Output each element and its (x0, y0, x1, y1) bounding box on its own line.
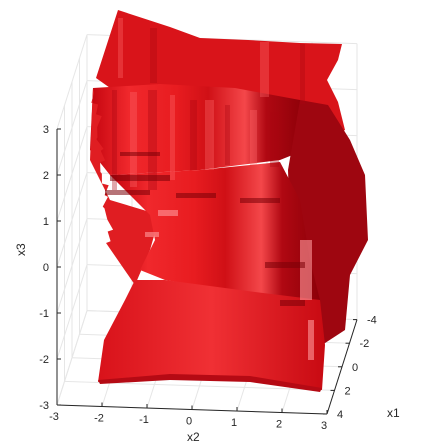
surface-crease (176, 193, 216, 198)
grid-line (56, 218, 88, 314)
x3-axis-label: x3 (14, 243, 28, 256)
surface-highlight (158, 210, 178, 216)
x2-tick-label: -2 (94, 413, 104, 425)
grid-line (56, 126, 88, 222)
surface-facet (300, 44, 305, 104)
x2-tick-label: -1 (139, 414, 149, 426)
surface-crease (110, 175, 170, 181)
x2-tick-label: 1 (231, 417, 237, 429)
grid-line (56, 264, 88, 360)
grid-line (56, 80, 88, 176)
x3-tick-label: -1 (39, 308, 49, 320)
x2-axis-label: x2 (187, 430, 200, 444)
x1-tick-label: -4 (367, 315, 377, 327)
x1-axis-label: x1 (387, 406, 400, 420)
x1-tick-label: 2 (345, 385, 351, 397)
x3-tick-label: -3 (39, 400, 49, 412)
axes (56, 128, 358, 415)
surface-front-rim (98, 374, 322, 392)
x3-tick-label: -2 (39, 354, 49, 366)
grid-line (56, 34, 88, 130)
surface-facet (148, 90, 157, 190)
x3-tick-label: 2 (43, 170, 49, 182)
x2-tick-label: 3 (321, 420, 327, 432)
x2-tick-label: -3 (49, 411, 59, 423)
surface-facet (250, 110, 257, 165)
surface-left-lobe (90, 88, 160, 285)
surface-highlight (145, 232, 159, 237)
surface-facet (150, 28, 157, 83)
x3-tick-label: 1 (43, 216, 49, 228)
x3-tick-label: 0 (43, 262, 49, 274)
surface-crease (265, 262, 305, 268)
x2-tick-label: 0 (186, 416, 192, 428)
surface-crease (120, 152, 160, 156)
x3-tick-label: 3 (43, 124, 49, 136)
surface-facet (270, 112, 279, 167)
surface-crease (240, 198, 280, 203)
surface-highlight (308, 320, 314, 360)
surface-facet (225, 105, 230, 165)
x1-tick-label: -2 (360, 338, 370, 350)
grid-line (56, 172, 88, 268)
surface-highlight (300, 240, 312, 300)
surface-facet (260, 42, 269, 97)
surface-facet (118, 18, 123, 78)
surface-crease (105, 190, 150, 195)
surface-facet (112, 90, 117, 190)
surface-facet (205, 100, 214, 170)
surface-crease (280, 300, 305, 306)
surface-body (90, 10, 368, 392)
surface-facet (190, 100, 197, 170)
x1-tick-label: 0 (352, 362, 358, 374)
surface-lower-body (98, 280, 325, 390)
surface-facet (170, 95, 175, 180)
surface-facet (130, 92, 137, 187)
x2-tick-label: 2 (276, 419, 282, 431)
x1-tick-label: 4 (337, 409, 343, 421)
